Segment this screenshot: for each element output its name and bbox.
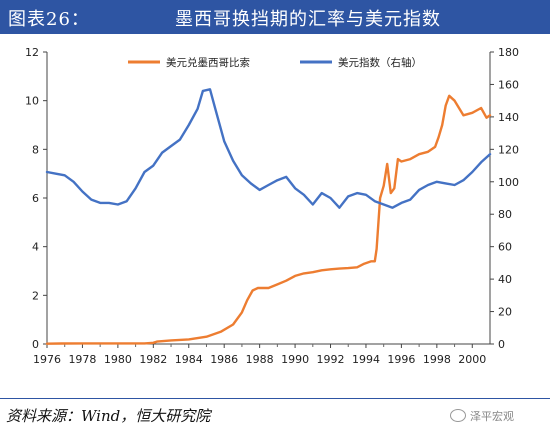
x-tick-label: 1984 (175, 353, 203, 366)
x-tick-label: 1986 (210, 353, 238, 366)
x-tick-label: 1998 (423, 353, 451, 366)
legend-label-1: 美元兑墨西哥比索 (166, 56, 250, 69)
left-tick-label: 0 (32, 338, 39, 351)
watermark: 泽平宏观 (450, 408, 514, 424)
x-tick-label: 1994 (352, 353, 380, 366)
right-tick-label: 160 (498, 78, 519, 91)
x-tick-label: 1980 (104, 353, 132, 366)
right-tick-label: 120 (498, 143, 519, 156)
right-tick-label: 140 (498, 111, 519, 124)
right-tick-label: 80 (498, 208, 512, 221)
wechat-icon (450, 409, 466, 422)
figure-label: 图表26： (8, 9, 90, 30)
right-tick-label: 20 (498, 306, 512, 319)
footer: 资料来源：Wind，恒大研究院 泽平宏观 (0, 398, 550, 434)
watermark-text: 泽平宏观 (470, 410, 514, 423)
left-tick-label: 4 (32, 241, 39, 254)
right-tick-label: 60 (498, 241, 512, 254)
legend-label-2: 美元指数（右轴） (338, 56, 422, 69)
source-note: 资料来源：Wind，恒大研究院 (6, 407, 211, 425)
right-tick-label: 40 (498, 273, 512, 286)
x-tick-label: 1976 (33, 353, 61, 366)
x-tick-label: 1982 (139, 353, 167, 366)
series-line-2 (45, 88, 492, 209)
left-tick-label: 6 (32, 192, 39, 205)
x-tick-label: 1978 (68, 353, 96, 366)
x-tick-label: 1988 (246, 353, 274, 366)
x-tick-label: 1996 (387, 353, 415, 366)
left-tick-label: 2 (32, 289, 39, 302)
chart-title: 墨西哥换挡期的汇率与美元指数 (175, 9, 441, 30)
title-bar: 图表26： 墨西哥换挡期的汇率与美元指数 (0, 0, 550, 34)
right-tick-label: 0 (498, 338, 505, 351)
left-tick-label: 12 (25, 46, 39, 59)
x-tick-label: 1990 (281, 353, 309, 366)
series-line-1 (45, 94, 492, 345)
left-tick-label: 8 (32, 143, 39, 156)
x-tick-label: 1992 (317, 353, 345, 366)
right-tick-label: 100 (498, 176, 519, 189)
right-tick-label: 180 (498, 46, 519, 59)
x-tick-label: 2000 (458, 353, 486, 366)
left-tick-label: 10 (25, 95, 39, 108)
